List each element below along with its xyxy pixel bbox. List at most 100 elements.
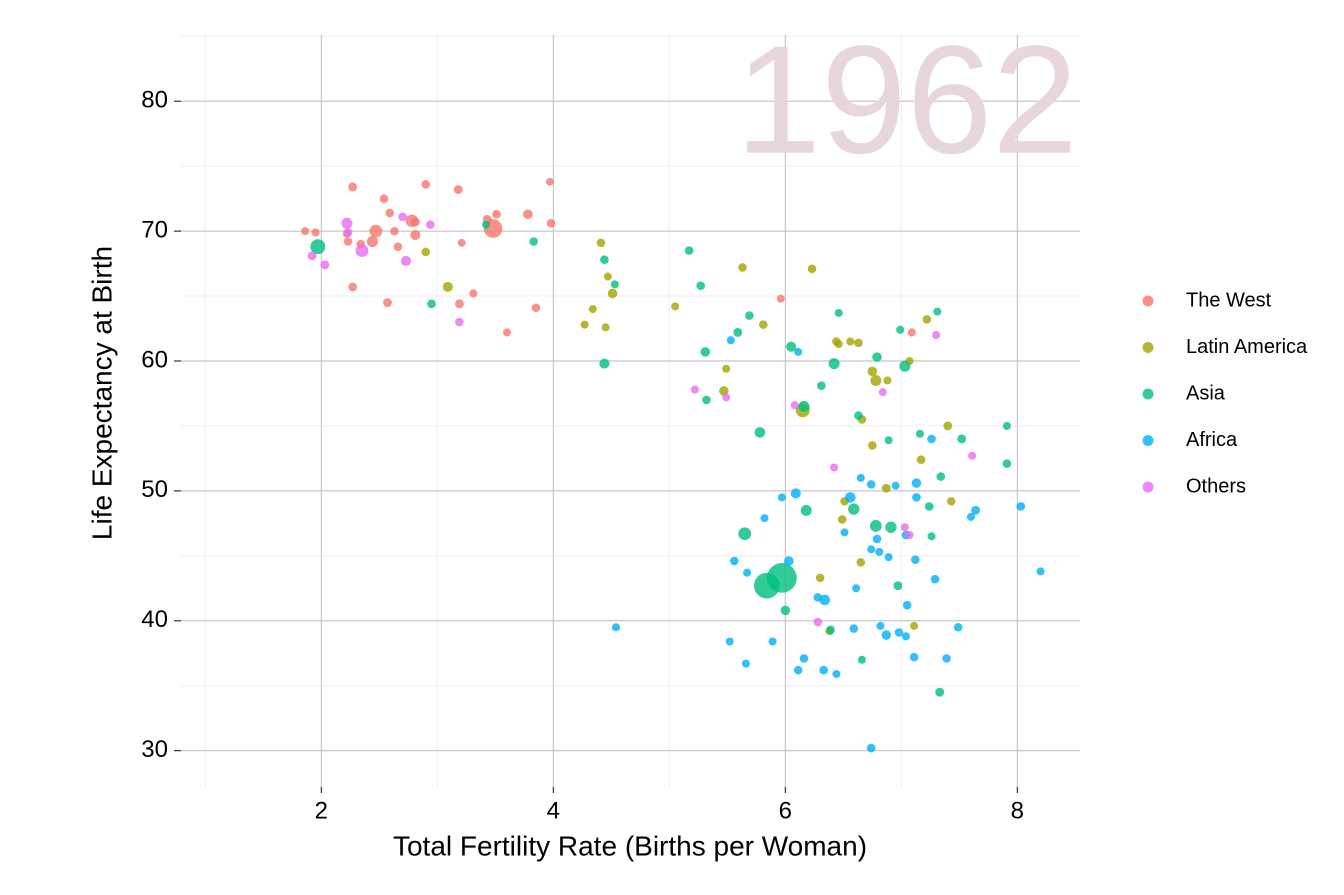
- bubble: [671, 302, 680, 311]
- bubble: [696, 281, 705, 290]
- bubble: [719, 386, 729, 396]
- y-tick-label: 60: [141, 346, 168, 373]
- bubble: [899, 360, 911, 372]
- bubble: [307, 251, 317, 261]
- bubble: [837, 515, 847, 524]
- bubble: [927, 434, 936, 444]
- bubble: [738, 527, 752, 541]
- bubble: [427, 299, 436, 309]
- bubble: [610, 280, 619, 289]
- bubble: [596, 238, 606, 248]
- bubble: [545, 177, 554, 186]
- bubble: [910, 555, 920, 565]
- bubble: [730, 556, 739, 566]
- bubble: [766, 562, 797, 593]
- bubble: [793, 665, 803, 675]
- bubble: [745, 311, 754, 320]
- bubble: [878, 388, 887, 397]
- bubble: [588, 305, 597, 314]
- bubble: [817, 381, 826, 390]
- bubble: [819, 665, 828, 675]
- y-axis-title: Life Expectancy at Birth: [86, 246, 117, 540]
- y-tick-label: 40: [141, 606, 168, 633]
- bubble: [385, 208, 395, 218]
- bubble: [776, 294, 785, 303]
- bubble: [846, 337, 855, 346]
- bubble: [876, 621, 885, 630]
- bubble: [603, 272, 612, 281]
- bubble: [826, 625, 835, 635]
- y-tick-label: 70: [141, 216, 168, 243]
- bubble: [546, 219, 556, 228]
- bubble: [690, 385, 699, 394]
- bubble: [794, 347, 803, 356]
- x-tick-label: 4: [547, 797, 560, 824]
- bubble: [872, 352, 882, 362]
- bubble: [301, 227, 310, 236]
- bubble: [815, 573, 825, 583]
- bubble: [866, 743, 876, 753]
- bubble: [702, 395, 711, 405]
- bubble: [852, 584, 861, 593]
- bubble: [905, 531, 914, 540]
- bubble: [379, 194, 389, 203]
- bubble: [421, 180, 431, 189]
- bubble: [343, 237, 353, 246]
- bubble: [1002, 421, 1011, 430]
- year-annotation: 1962: [735, 14, 1078, 186]
- legend-swatch: [1142, 388, 1154, 400]
- bubble: [957, 434, 967, 444]
- bubble: [910, 621, 919, 630]
- bubble: [738, 263, 747, 272]
- bubble: [320, 260, 330, 270]
- bubble: [868, 441, 877, 450]
- bubble: [393, 242, 403, 252]
- bubble: [881, 483, 891, 493]
- bubble: [759, 320, 768, 329]
- bubble: [410, 229, 421, 241]
- bubble: [442, 281, 453, 293]
- bubble: [786, 341, 797, 352]
- bubble: [834, 340, 843, 349]
- y-tick-label: 80: [141, 87, 168, 114]
- bubble: [946, 496, 956, 506]
- bubble: [600, 255, 609, 264]
- bubble: [870, 374, 882, 386]
- bubble: [601, 323, 610, 332]
- bubble: [684, 246, 694, 255]
- bubble: [398, 212, 407, 222]
- bubble: [832, 669, 841, 679]
- bubble: [768, 637, 777, 646]
- bubble: [883, 376, 892, 385]
- bubble: [935, 687, 945, 697]
- bubble: [927, 532, 936, 541]
- bubble: [607, 288, 618, 299]
- bubble: [722, 393, 731, 402]
- bubble: [790, 488, 801, 499]
- bubble: [875, 547, 884, 556]
- bubble: [390, 226, 399, 236]
- bubble: [599, 358, 610, 369]
- bubble: [893, 581, 903, 591]
- bubble: [754, 427, 766, 438]
- bubble: [531, 303, 541, 313]
- bubble: [780, 605, 791, 616]
- bubble: [726, 336, 735, 345]
- bubble: [849, 624, 859, 633]
- bubble: [743, 568, 752, 577]
- bubble: [867, 545, 876, 554]
- legend-label: Africa: [1186, 429, 1238, 451]
- bubble: [421, 247, 431, 257]
- bubble: [348, 182, 358, 192]
- bubble: [930, 574, 940, 584]
- bubble: [971, 505, 981, 515]
- bubble: [798, 400, 810, 412]
- bubble: [932, 330, 941, 340]
- bubble: [881, 630, 892, 640]
- bubble: [856, 558, 866, 567]
- bubble: [366, 235, 378, 248]
- bubble: [733, 327, 743, 337]
- bubble: [943, 421, 953, 431]
- bubble: [872, 534, 882, 544]
- bubble: [966, 512, 975, 521]
